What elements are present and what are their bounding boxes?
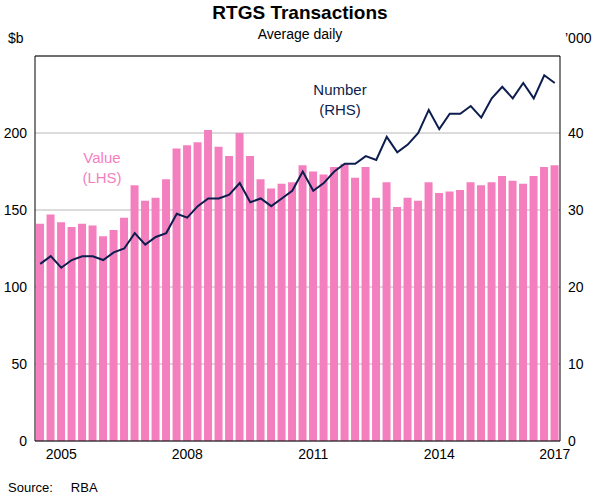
svg-text:2017: 2017: [539, 446, 570, 462]
html-text:Average daily: Average daily: [257, 26, 343, 42]
svg-text:2011: 2011: [298, 446, 328, 462]
svg-text:150: 150: [8, 202, 27, 218]
svg-text:20: 20: [568, 279, 584, 295]
svg-text:2008: 2008: [172, 446, 203, 462]
html-text:’000: ’000: [565, 30, 592, 46]
svg-text:0: 0: [19, 433, 27, 449]
svg-text:100: 100: [8, 279, 27, 295]
html-text:(LHS): (LHS): [82, 169, 122, 186]
html-text:Number: Number: [313, 81, 367, 98]
html-text:(RHS): (RHS): [319, 101, 361, 118]
svg-text:2005: 2005: [46, 446, 77, 462]
html-text:$b: $b: [8, 30, 24, 46]
svg-text:40: 40: [568, 125, 584, 141]
svg-text:0: 0: [568, 433, 576, 449]
html-text:Value: Value: [83, 149, 121, 166]
svg-text:30: 30: [568, 202, 584, 218]
svg-text:50: 50: [11, 356, 27, 372]
svg-text:2014: 2014: [424, 446, 455, 462]
svg-text:10: 10: [568, 356, 584, 372]
svg-text:200: 200: [8, 125, 27, 141]
html-text:Source: RBA: Source: RBA: [8, 480, 98, 495]
html-text:RTGS Transactions: RTGS Transactions: [212, 2, 388, 23]
